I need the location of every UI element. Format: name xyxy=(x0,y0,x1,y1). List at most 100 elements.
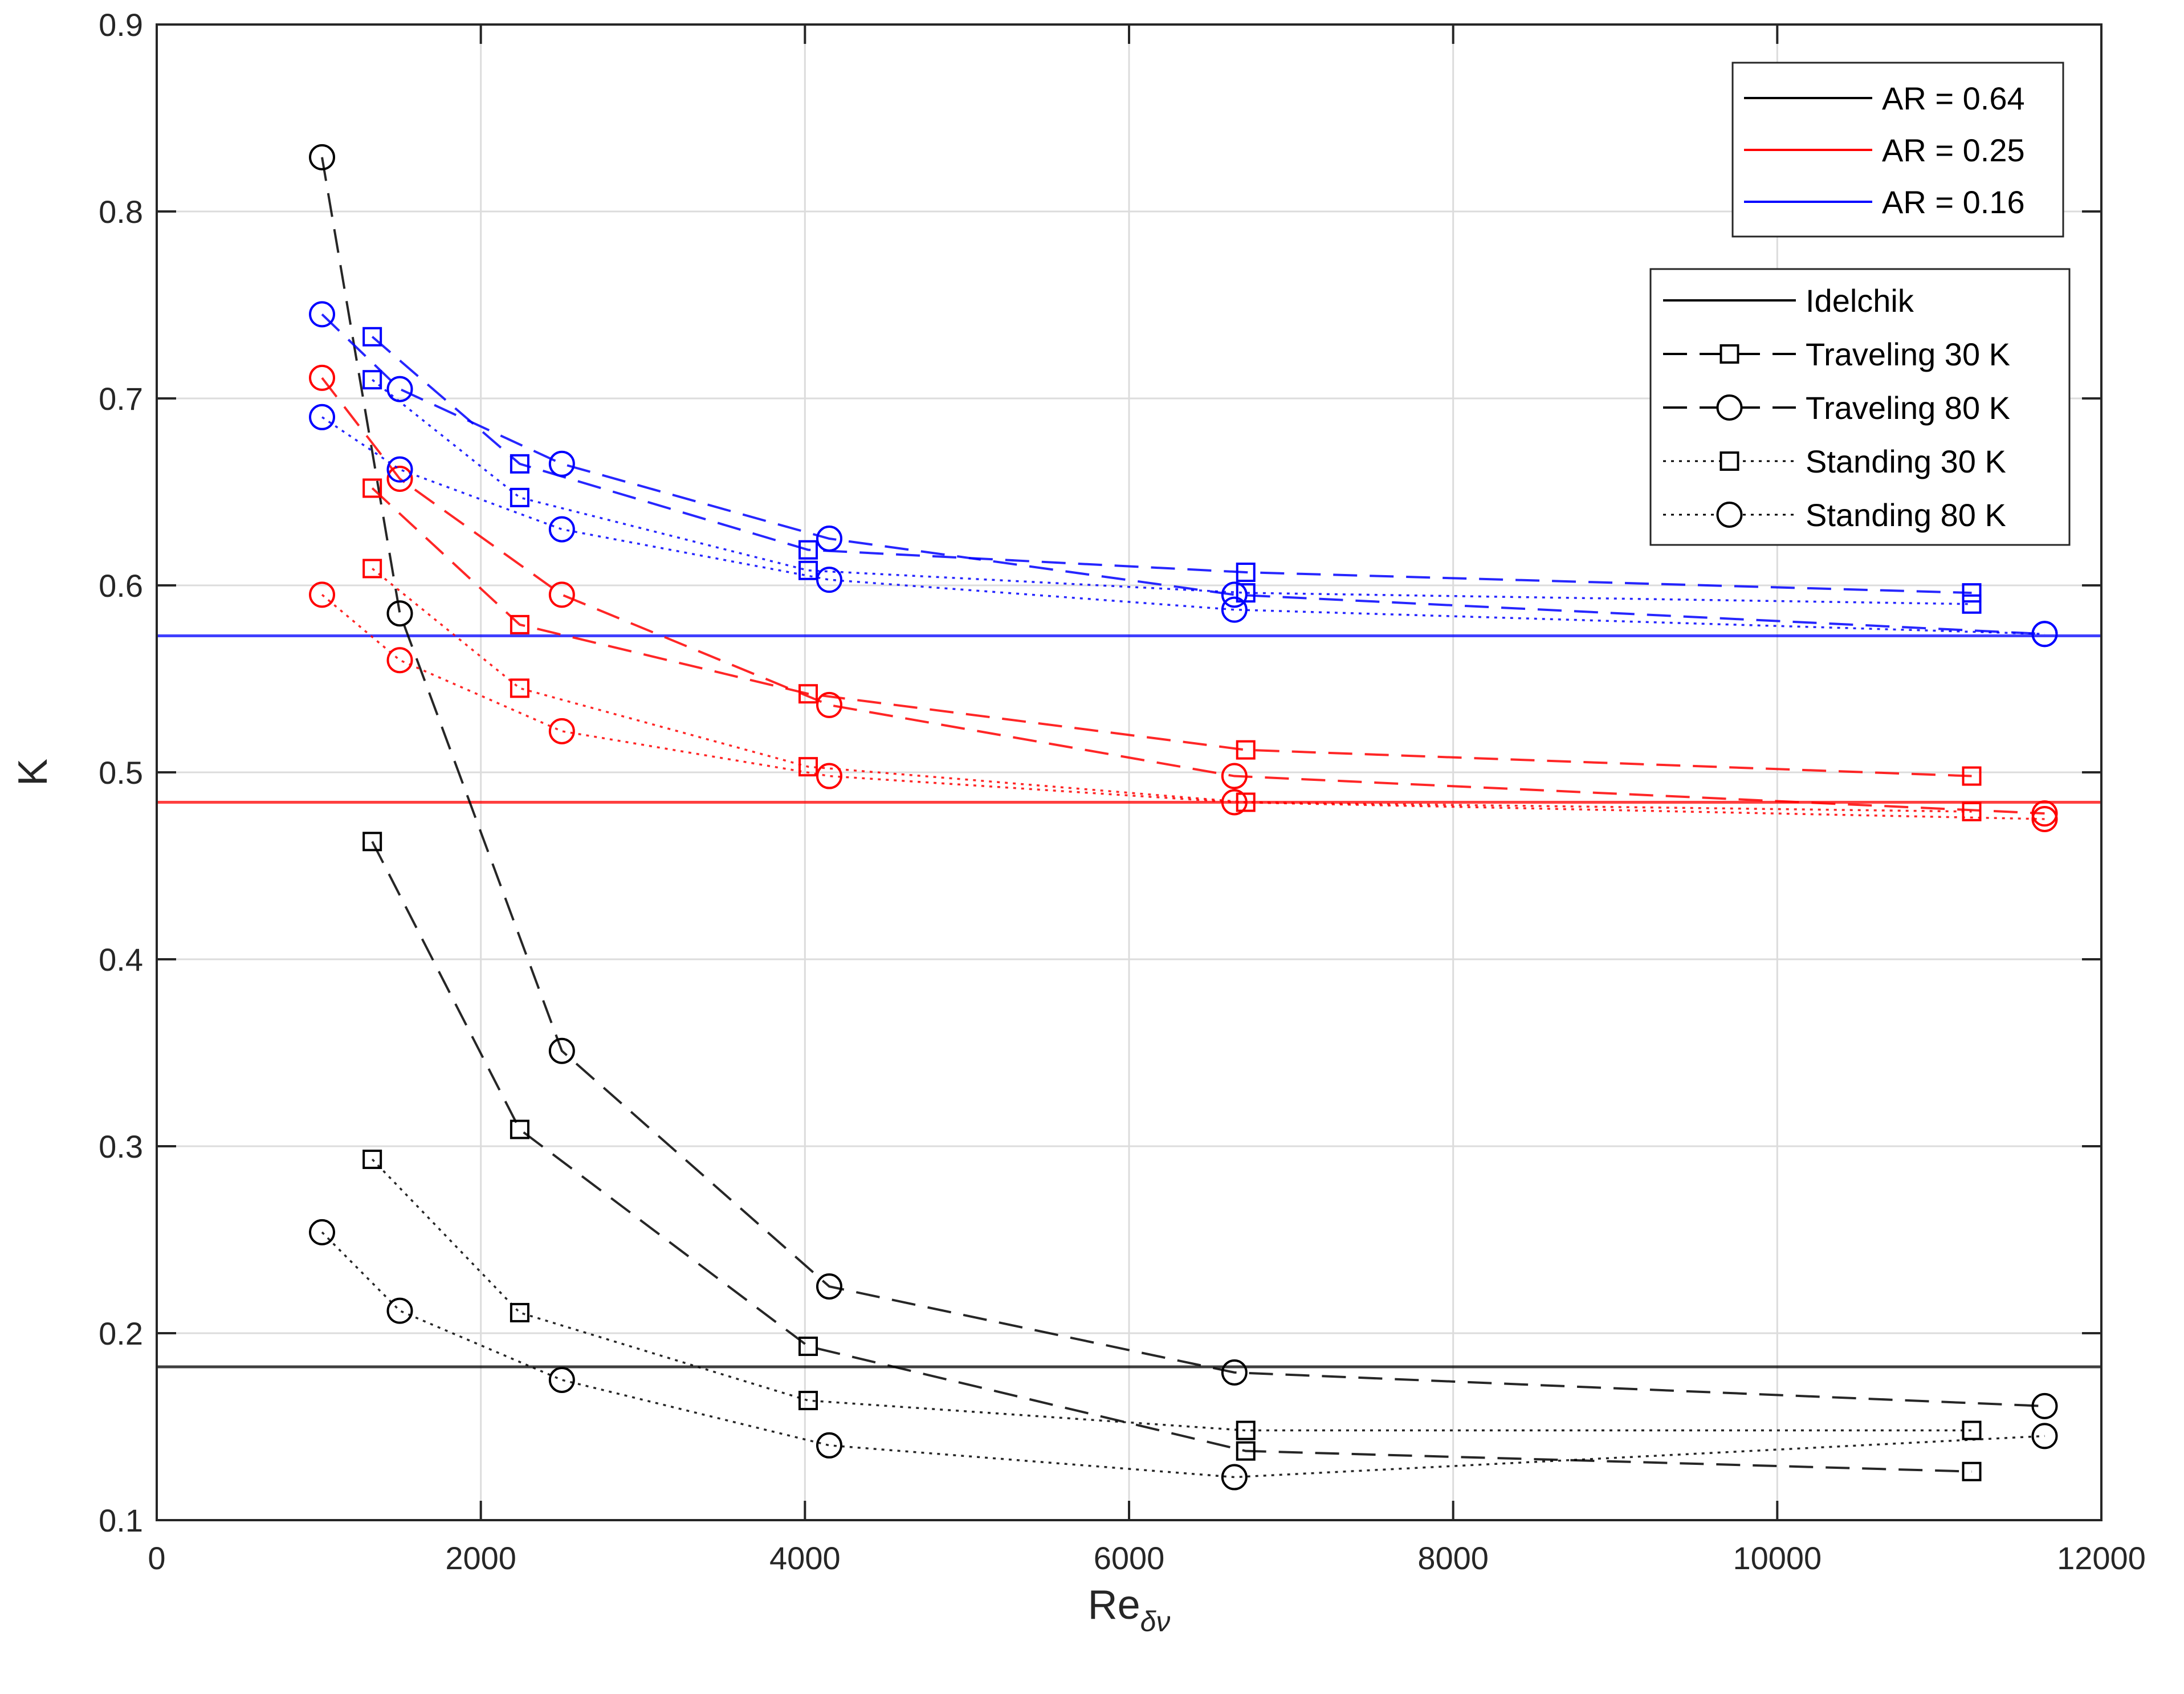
data-point-square xyxy=(798,560,818,580)
data-point-square xyxy=(798,1391,818,1411)
data-point-square xyxy=(362,832,382,852)
legend-marker-circle xyxy=(1716,502,1743,528)
series-line xyxy=(371,487,1972,777)
x-tick-label: 6000 xyxy=(1094,1540,1165,1576)
y-tick-label: 0.5 xyxy=(99,755,143,791)
series-line xyxy=(372,378,1972,605)
data-point-square xyxy=(362,478,382,498)
x-axis-label-main: Re xyxy=(1088,1582,1140,1628)
data-point-circle xyxy=(1221,581,1248,608)
legend-ar-label: AR = 0.25 xyxy=(1882,132,2025,168)
data-point-square xyxy=(1962,583,1982,603)
series-line xyxy=(321,1231,2045,1479)
x-tick-label: 2000 xyxy=(445,1540,516,1576)
legend-style-label: Standing 80 K xyxy=(1806,497,2006,533)
data-point-circle xyxy=(816,1273,842,1300)
series-standing-30-k-ar-0-16 xyxy=(362,370,1982,614)
y-tick-label: 0.1 xyxy=(99,1502,143,1538)
legend-ar-label: AR = 0.16 xyxy=(1882,184,2025,220)
data-point-circle xyxy=(2031,621,2058,648)
data-point-circle xyxy=(816,567,842,593)
data-point-square xyxy=(1962,766,1982,786)
data-point-circle xyxy=(1221,763,1248,789)
data-point-circle xyxy=(309,581,336,608)
data-point-square xyxy=(1962,801,1982,821)
legend-style: Idelchik Traveling 30 K Traveling 80 K Stan… xyxy=(1649,268,2071,546)
x-tick-label: 12000 xyxy=(2057,1540,2146,1576)
series-standing-80-k-ar-0-16 xyxy=(309,404,2058,648)
data-point-circle xyxy=(386,600,413,627)
data-point-circle xyxy=(548,516,575,543)
series-traveling-80-k-ar-0-25 xyxy=(309,364,2058,827)
legend-ar: AR = 0.64 AR = 0.25 AR = 0.16 xyxy=(1731,62,2064,238)
data-point-square xyxy=(1236,1420,1256,1440)
data-point-circle xyxy=(548,1367,575,1393)
series-traveling-80-k-ar-0-64 xyxy=(309,144,2058,1419)
data-point-circle xyxy=(548,718,575,744)
legend-style-label: Traveling 30 K xyxy=(1806,336,2010,372)
legend-style-label: Standing 30 K xyxy=(1806,443,2006,479)
data-point-square xyxy=(1962,1420,1982,1440)
legend-ar-label: AR = 0.64 xyxy=(1882,80,2025,116)
data-point-square xyxy=(362,1149,382,1169)
x-tick-label: 0 xyxy=(148,1540,165,1576)
legend-marker-square xyxy=(1720,344,1739,364)
data-point-square xyxy=(510,614,529,634)
legend-style-label: Idelchik xyxy=(1806,283,1914,319)
series-line xyxy=(321,313,2045,636)
data-point-square xyxy=(362,327,382,347)
data-point-circle xyxy=(2031,1392,2058,1419)
series-line xyxy=(321,416,2045,636)
legend-marker-square xyxy=(1720,451,1739,471)
data-point-circle xyxy=(2031,800,2058,827)
series-standing-80-k-ar-0-64 xyxy=(309,1219,2058,1491)
data-point-square xyxy=(510,1302,529,1322)
series-standing-30-k-ar-0-64 xyxy=(362,1149,1982,1440)
data-point-circle xyxy=(816,526,842,552)
data-point-square xyxy=(362,370,382,390)
data-point-square xyxy=(1236,563,1256,583)
data-point-square xyxy=(798,1336,818,1356)
x-axis-label: Reδν xyxy=(1088,1582,1171,1638)
series-standing-80-k-ar-0-25 xyxy=(309,581,2058,832)
data-point-square xyxy=(798,757,818,777)
y-tick-label: 0.8 xyxy=(99,194,143,230)
legend-marker-circle xyxy=(1716,394,1743,421)
series-line xyxy=(321,157,2045,1407)
series-group xyxy=(309,144,2058,1491)
data-point-circle xyxy=(309,364,336,391)
x-axis-label-subscript: δν xyxy=(1140,1606,1171,1638)
legend-style-label: Traveling 80 K xyxy=(1806,390,2010,426)
data-point-circle xyxy=(309,301,336,328)
data-point-circle xyxy=(816,1432,842,1459)
data-point-circle xyxy=(386,466,413,492)
y-tick-label: 0.4 xyxy=(99,942,143,978)
data-point-circle xyxy=(386,647,413,674)
data-point-circle xyxy=(1221,1359,1248,1386)
data-point-circle xyxy=(816,691,842,718)
data-point-square xyxy=(510,487,529,507)
data-point-square xyxy=(362,559,382,579)
data-point-square xyxy=(510,678,529,698)
data-point-circle xyxy=(309,1219,336,1245)
y-tick-label: 0.7 xyxy=(99,381,143,417)
data-point-circle xyxy=(2031,1423,2058,1449)
x-tick-label: 8000 xyxy=(1417,1540,1489,1576)
data-point-circle xyxy=(548,450,575,477)
data-point-square xyxy=(1236,740,1256,760)
y-tick-label: 0.3 xyxy=(99,1129,143,1164)
data-point-circle xyxy=(548,1037,575,1064)
data-point-square xyxy=(1236,1441,1256,1461)
data-point-circle xyxy=(2031,806,2058,832)
x-tick-label: 10000 xyxy=(1733,1540,1822,1576)
y-axis-label: K xyxy=(10,759,56,786)
x-ticks: 0 2000 4000 6000 8000 10000 12000 xyxy=(148,25,2146,1576)
y-ticks: 0.1 0.2 0.3 0.4 0.5 0.6 0.7 0.8 0.9 xyxy=(99,7,2101,1538)
data-point-circle xyxy=(309,404,336,430)
data-point-square xyxy=(1962,1461,1982,1481)
y-tick-label: 0.6 xyxy=(99,568,143,604)
data-point-circle xyxy=(386,376,413,402)
data-point-circle xyxy=(548,581,575,608)
